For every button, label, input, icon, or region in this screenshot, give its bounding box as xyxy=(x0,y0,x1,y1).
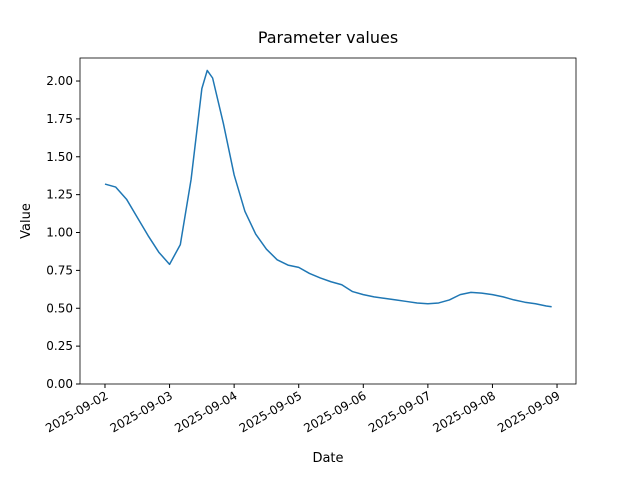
x-tick-label: 2025-09-03 xyxy=(108,388,175,435)
chart-title: Parameter values xyxy=(258,28,398,47)
x-tick-label: 2025-09-05 xyxy=(237,388,304,435)
y-tick-label: 0.25 xyxy=(46,339,73,353)
y-tick-label: 0.50 xyxy=(46,301,73,315)
y-tick-label: 1.00 xyxy=(46,226,73,240)
x-tick-label: 2025-09-09 xyxy=(495,388,562,435)
y-axis-label: Value xyxy=(19,203,34,239)
data-line xyxy=(104,69,552,308)
y-tick-label: 1.25 xyxy=(46,188,73,202)
x-tick-label: 2025-09-02 xyxy=(43,388,110,435)
y-tick-label: 0.00 xyxy=(46,377,73,391)
y-tick-label: 1.50 xyxy=(46,150,73,164)
x-tick-label: 2025-09-08 xyxy=(431,388,498,435)
x-tick-label: 2025-09-07 xyxy=(366,388,433,435)
x-tick-label: 2025-09-04 xyxy=(172,388,239,435)
y-tick-label: 0.75 xyxy=(46,263,73,277)
y-tick-label: 2.00 xyxy=(46,74,73,88)
x-tick-label: 2025-09-06 xyxy=(301,388,368,435)
x-axis-label: Date xyxy=(312,451,343,466)
plot-frame xyxy=(79,57,577,385)
y-tick-label: 1.75 xyxy=(46,112,73,126)
